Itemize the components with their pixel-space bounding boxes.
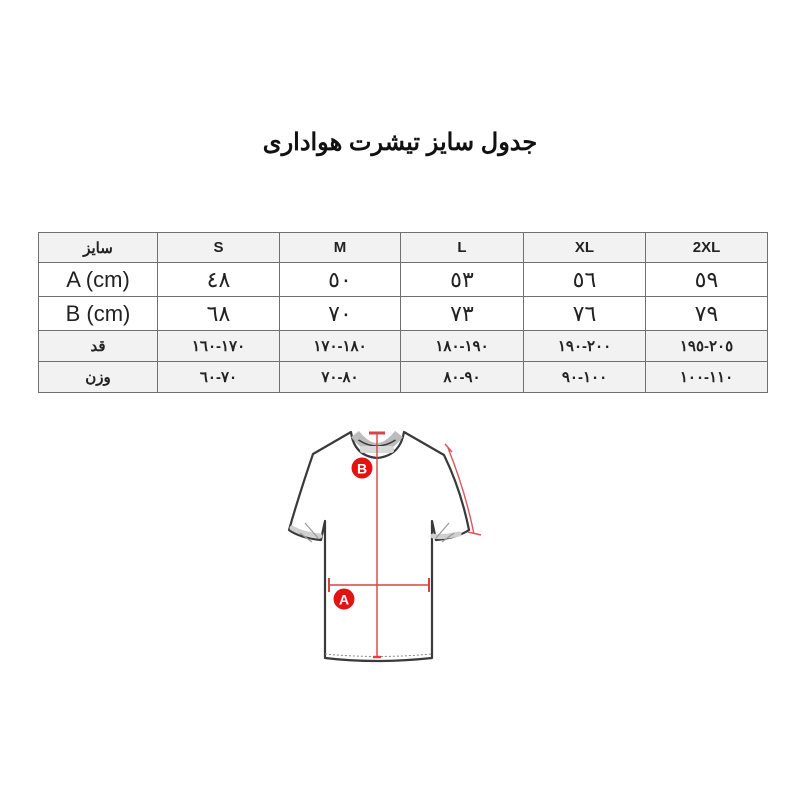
svg-text:A: A xyxy=(339,592,349,608)
svg-text:B: B xyxy=(357,461,367,477)
